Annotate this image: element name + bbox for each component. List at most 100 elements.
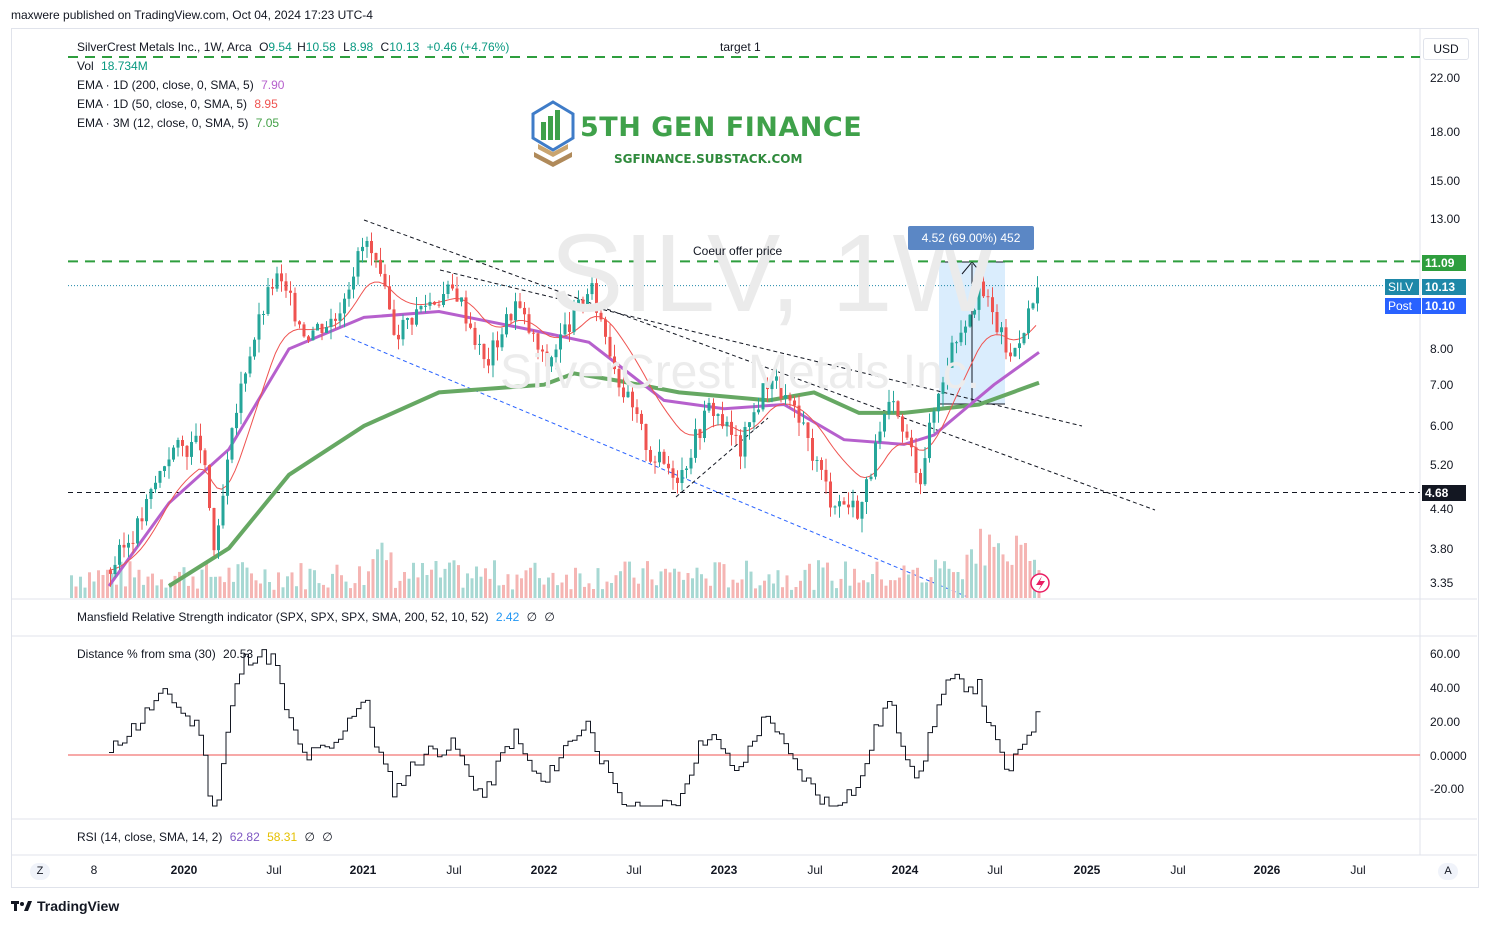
volume-bar	[578, 573, 582, 598]
volume-bar	[326, 587, 330, 598]
trendline-upper	[439, 269, 1083, 427]
candle-body	[635, 407, 639, 414]
currency-button[interactable]: USD	[1423, 38, 1469, 60]
volume-bar	[988, 534, 991, 598]
volume-bar	[493, 560, 496, 598]
volume-bar	[574, 567, 577, 598]
candle-body	[770, 380, 774, 390]
candle-body	[644, 424, 648, 450]
volume-bar	[416, 577, 420, 598]
candle-body	[365, 241, 369, 247]
volume-bar	[115, 584, 118, 598]
volume-bar	[965, 554, 969, 598]
volume-bar	[241, 562, 244, 598]
volume-bar	[223, 582, 226, 598]
candle-body	[856, 500, 859, 519]
volume-bar	[515, 574, 519, 598]
candle-body	[716, 414, 720, 416]
tradingview-brand[interactable]: TradingView	[11, 898, 119, 914]
volume-bar	[776, 570, 780, 598]
candle-body	[964, 326, 967, 333]
candle-body	[982, 281, 985, 297]
target-annotation[interactable]: target 1	[720, 40, 761, 54]
volume-bar	[551, 572, 555, 598]
volume-bar	[439, 577, 442, 598]
candle-body	[608, 336, 612, 357]
publisher-line: maxwere published on TradingView.com, Oc…	[11, 8, 373, 22]
candle-body	[437, 304, 441, 306]
candle-body	[464, 297, 468, 324]
candle-body	[568, 324, 571, 332]
candle-body	[640, 413, 643, 424]
candle-body	[1004, 327, 1008, 353]
volume-bar	[781, 587, 784, 598]
legend-ema1-label[interactable]: EMA · 1D (200, close, 0, SMA, 5)	[77, 78, 254, 92]
volume-bar	[938, 568, 942, 598]
trendline-down	[363, 219, 1156, 511]
candle-body	[1009, 352, 1012, 357]
legend-ema3-label[interactable]: EMA · 3M (12, close, 0, SMA, 5)	[77, 116, 249, 130]
volume-bar	[772, 583, 775, 598]
rsi-empty-2: ∅	[322, 830, 333, 844]
volume-bar	[254, 580, 258, 598]
candle-body	[406, 318, 409, 320]
volume-bar	[187, 585, 190, 598]
volume-bar	[952, 572, 955, 598]
candle-body	[298, 321, 301, 325]
volume-bar	[461, 587, 465, 598]
volume-bar	[785, 575, 789, 598]
coeur-annotation[interactable]: Coeur offer price	[693, 244, 783, 258]
candle-body	[851, 500, 855, 508]
candle-body	[284, 281, 288, 291]
measure-label[interactable]: 4.52 (69.00%) 452	[908, 226, 1034, 250]
volume-bar	[695, 567, 699, 598]
candle-body	[595, 283, 598, 313]
candle-body	[928, 422, 931, 459]
volume-bar	[826, 562, 829, 598]
candle-body	[176, 440, 180, 448]
auto-scale-button[interactable]: A	[1438, 863, 1458, 880]
volume-bar	[637, 583, 640, 598]
trendline-short	[675, 417, 769, 498]
mansfield-label[interactable]: Mansfield Relative Strength indicator (S…	[77, 610, 489, 624]
candle-body	[415, 309, 418, 325]
candle-body	[163, 466, 166, 471]
legend-vol-label[interactable]: Vol	[77, 59, 94, 73]
candle-body	[968, 314, 972, 327]
candle-body	[271, 287, 274, 289]
candle-body	[590, 283, 594, 295]
legend-ema2-label[interactable]: EMA · 1D (50, close, 0, SMA, 5)	[77, 97, 248, 111]
candle-body	[397, 334, 400, 340]
candle-body	[685, 468, 688, 470]
legend-symbol[interactable]: SilverCrest Metals Inc., 1W, Arca	[77, 40, 252, 54]
candle-body	[815, 460, 819, 461]
candle-body	[622, 387, 625, 398]
volume-bar	[506, 574, 510, 598]
volume-bar	[155, 585, 159, 598]
zoom-reset-button[interactable]: Z	[30, 863, 50, 880]
rsi-label[interactable]: RSI (14, close, SMA, 14, 2)	[77, 830, 223, 844]
volume-bar	[848, 585, 852, 598]
distance-label[interactable]: Distance % from sma (30)	[77, 647, 216, 661]
volume-bar	[488, 578, 492, 598]
volume-bar	[664, 568, 667, 598]
candle-body	[172, 447, 175, 460]
time-label: Jul	[1350, 863, 1366, 877]
candle-body	[253, 339, 256, 357]
candle-body	[289, 290, 292, 293]
candle-body	[221, 495, 225, 526]
mansfield-empty-2: ∅	[544, 610, 555, 624]
candle-body	[514, 301, 517, 321]
candle-body	[451, 284, 454, 289]
lightning-icon	[1036, 576, 1045, 591]
volume-bar	[556, 585, 559, 598]
volume-bar	[133, 577, 136, 598]
time-label: 2020	[170, 863, 198, 877]
candle-body	[482, 343, 486, 360]
volume-bar	[421, 563, 424, 598]
candle-body	[316, 323, 319, 331]
volume-bar	[686, 573, 690, 598]
rsi-pane-legend: RSI (14, close, SMA, 14, 2) 62.82 58.31 …	[77, 830, 337, 844]
chart-frame	[11, 28, 1479, 888]
